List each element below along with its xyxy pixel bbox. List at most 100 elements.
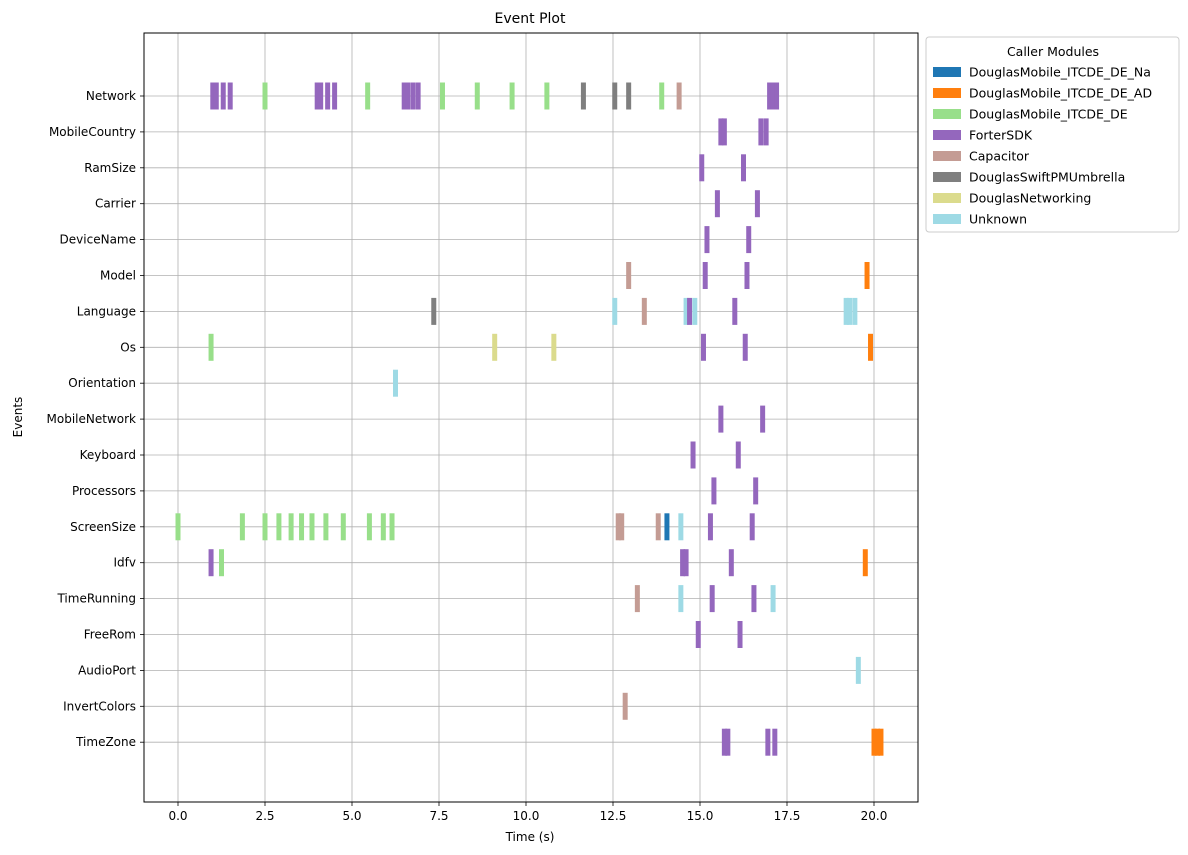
event-mark	[389, 513, 395, 541]
event-mark	[683, 549, 689, 577]
event-mark	[492, 333, 498, 361]
event-mark	[309, 513, 315, 541]
x-tick-label: 0.0	[168, 809, 187, 823]
y-tick-label: ScreenSize	[70, 520, 136, 534]
event-mark	[239, 513, 245, 541]
y-tick-label: TimeZone	[75, 735, 136, 749]
event-mark	[718, 118, 724, 146]
event-mark	[439, 82, 445, 110]
legend-swatch	[933, 214, 961, 224]
event-mark	[852, 297, 858, 325]
legend-swatch	[933, 67, 961, 77]
event-mark	[700, 333, 706, 361]
event-mark	[619, 513, 625, 541]
event-mark	[711, 477, 717, 505]
event-mark	[213, 82, 219, 110]
legend-entry-label: Capacitor	[969, 149, 1030, 164]
legend-swatch	[933, 172, 961, 182]
event-mark	[728, 549, 734, 577]
event-mark	[365, 82, 371, 110]
event-mark	[707, 513, 713, 541]
y-tick-label: FreeRom	[84, 628, 136, 642]
event-marks	[175, 82, 884, 756]
event-mark	[874, 728, 880, 756]
event-mark	[714, 190, 720, 218]
event-mark	[655, 513, 661, 541]
x-tick-label: 20.0	[861, 809, 888, 823]
event-mark	[626, 262, 632, 289]
legend-swatch	[933, 130, 961, 140]
event-mark	[770, 82, 776, 110]
event-mark	[659, 82, 665, 110]
event-mark	[615, 513, 621, 541]
event-mark	[318, 82, 324, 110]
event-mark	[208, 333, 214, 361]
event-mark	[695, 621, 701, 648]
event-mark	[770, 585, 776, 613]
event-mark	[680, 549, 686, 577]
event-mark	[288, 513, 294, 541]
event-mark	[210, 82, 216, 110]
event-mark	[709, 585, 715, 613]
y-tick-label: Model	[100, 269, 136, 283]
event-mark	[415, 82, 421, 110]
y-tick-label: Processors	[72, 484, 136, 498]
y-tick-label: Language	[77, 304, 136, 318]
event-mark	[612, 297, 618, 325]
legend-swatch	[933, 88, 961, 98]
event-mark	[325, 82, 331, 110]
event-mark	[219, 549, 224, 577]
event-mark	[754, 190, 760, 218]
legend-box	[925, 36, 1180, 233]
event-mark	[704, 226, 710, 254]
event-mark	[380, 513, 386, 541]
legend-entry-label: DouglasSwiftPMUmbrella	[969, 170, 1125, 185]
event-mark	[405, 82, 411, 110]
event-mark	[551, 333, 557, 361]
chart-title: Event Plot	[495, 11, 566, 27]
x-tick-label: 2.5	[255, 809, 274, 823]
event-mark	[746, 226, 752, 254]
event-mark	[678, 585, 684, 613]
x-tick-label: 17.5	[774, 809, 801, 823]
legend-swatch	[933, 109, 961, 119]
y-tick-label: Keyboard	[80, 448, 136, 462]
event-mark	[868, 333, 874, 361]
event-mark	[393, 369, 398, 397]
event-mark	[687, 297, 693, 325]
event-mark	[871, 728, 877, 756]
event-mark	[227, 82, 233, 110]
y-tick-label: Idfv	[114, 556, 136, 570]
event-mark	[634, 585, 640, 613]
y-tick-label: Network	[86, 89, 136, 103]
event-mark	[626, 82, 632, 110]
event-mark	[855, 656, 861, 684]
event-mark	[175, 513, 181, 541]
legend-entry-label: ForterSDK	[969, 128, 1033, 143]
event-mark	[474, 82, 480, 110]
x-axis-label: Time (s)	[505, 830, 555, 844]
event-mark	[744, 262, 750, 289]
plot-area-frame	[143, 32, 919, 803]
event-mark	[758, 118, 764, 146]
y-tick-label: TimeRunning	[56, 592, 136, 606]
event-mark	[220, 82, 226, 110]
y-tick-label: RamSize	[84, 161, 136, 175]
legend-entry-label: Unknown	[969, 212, 1027, 227]
event-mark	[774, 82, 780, 110]
y-tick-label: InvertColors	[63, 699, 136, 713]
event-mark	[749, 513, 755, 541]
x-tick-label: 12.5	[600, 809, 627, 823]
event-mark	[741, 154, 746, 182]
event-mark	[737, 621, 743, 648]
y-tick-label: MobileNetwork	[47, 412, 137, 426]
event-mark	[721, 728, 727, 756]
event-mark	[323, 513, 329, 541]
legend-swatch	[933, 193, 961, 203]
event-mark	[878, 728, 884, 756]
y-tick-label: Carrier	[95, 197, 136, 211]
event-mark	[410, 82, 416, 110]
event-mark	[431, 297, 437, 325]
event-mark	[622, 692, 628, 720]
event-mark	[676, 82, 682, 110]
